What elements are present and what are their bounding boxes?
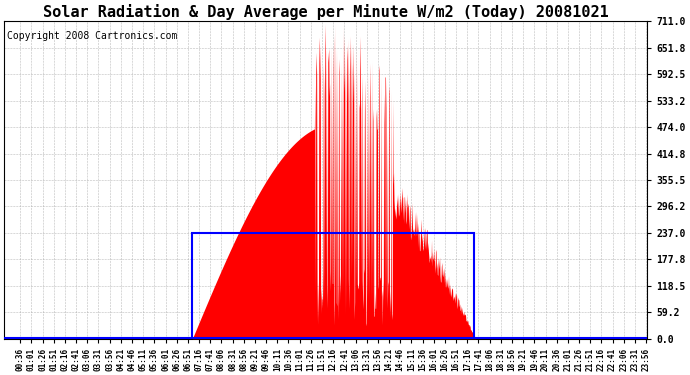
Text: Copyright 2008 Cartronics.com: Copyright 2008 Cartronics.com — [8, 31, 178, 41]
Title: Solar Radiation & Day Average per Minute W/m2 (Today) 20081021: Solar Radiation & Day Average per Minute… — [43, 4, 609, 20]
Bar — [193, 233, 474, 339]
